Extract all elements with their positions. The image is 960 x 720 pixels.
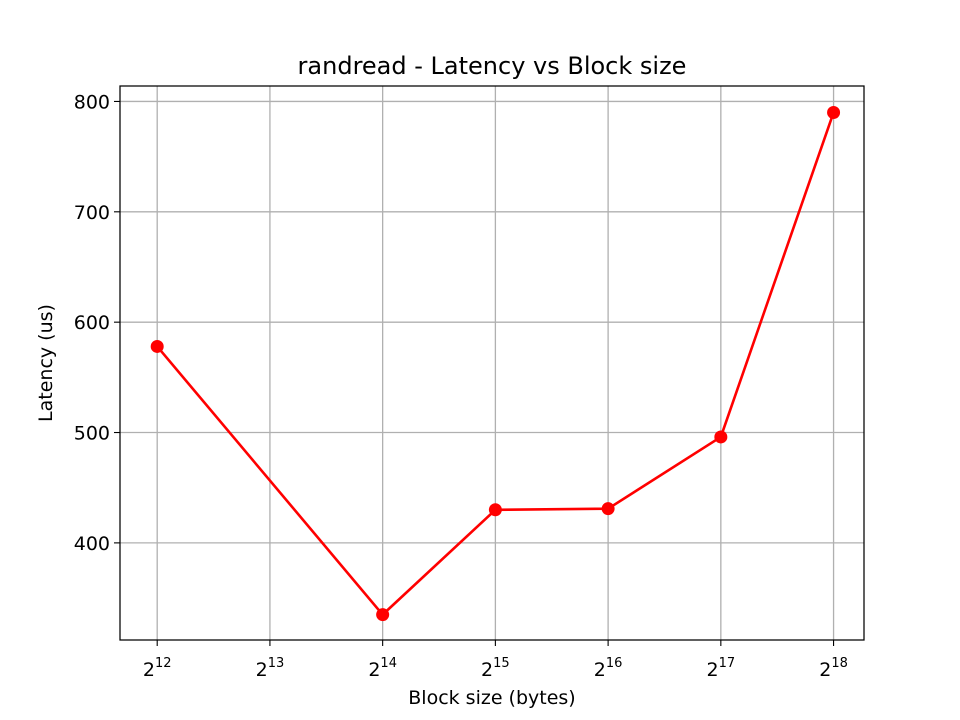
y-axis-label: Latency (us) (35, 304, 57, 422)
data-point-marker (714, 430, 728, 444)
series-line (156, 112, 835, 616)
x-tick-label: 216 (594, 656, 623, 681)
y-tick-label: 400 (74, 533, 110, 555)
data-point-marker (150, 339, 164, 353)
x-tick-label: 212 (143, 656, 172, 681)
data-point-marker (827, 105, 841, 119)
x-tick-base: 2 (368, 659, 380, 681)
x-tick-exponent: 17 (719, 656, 736, 671)
x-tick-exponent: 15 (493, 656, 510, 671)
x-tick-base: 2 (819, 659, 831, 681)
series-layer (150, 105, 841, 622)
y-tick-label: 800 (74, 91, 110, 113)
plot-frame (119, 85, 865, 641)
y-tick-label: 500 (74, 423, 110, 445)
chart-title: randread - Latency vs Block size (298, 52, 687, 80)
x-axis-label: Block size (bytes) (408, 687, 575, 709)
x-tick-base: 2 (143, 659, 155, 681)
y-tick-label: 600 (74, 312, 110, 334)
x-tick-exponent: 14 (380, 656, 397, 671)
data-point-marker (601, 502, 615, 516)
y-tick-label: 700 (74, 202, 110, 224)
x-tick-exponent: 18 (831, 656, 848, 671)
x-tick-exponent: 13 (268, 656, 285, 671)
x-tick-label: 217 (707, 656, 736, 681)
x-tick-label: 215 (481, 656, 510, 681)
data-point-marker (376, 608, 390, 622)
x-tick-base: 2 (256, 659, 268, 681)
x-tick-label: 218 (819, 656, 848, 681)
x-tick-label: 214 (368, 656, 397, 681)
x-tick-label: 213 (256, 656, 285, 681)
x-tick-base: 2 (707, 659, 719, 681)
x-tick-exponent: 12 (155, 656, 172, 671)
x-tick-base: 2 (481, 659, 493, 681)
grid (120, 86, 864, 640)
data-point-marker (488, 503, 502, 517)
x-tick-exponent: 16 (606, 656, 623, 671)
x-tick-base: 2 (594, 659, 606, 681)
